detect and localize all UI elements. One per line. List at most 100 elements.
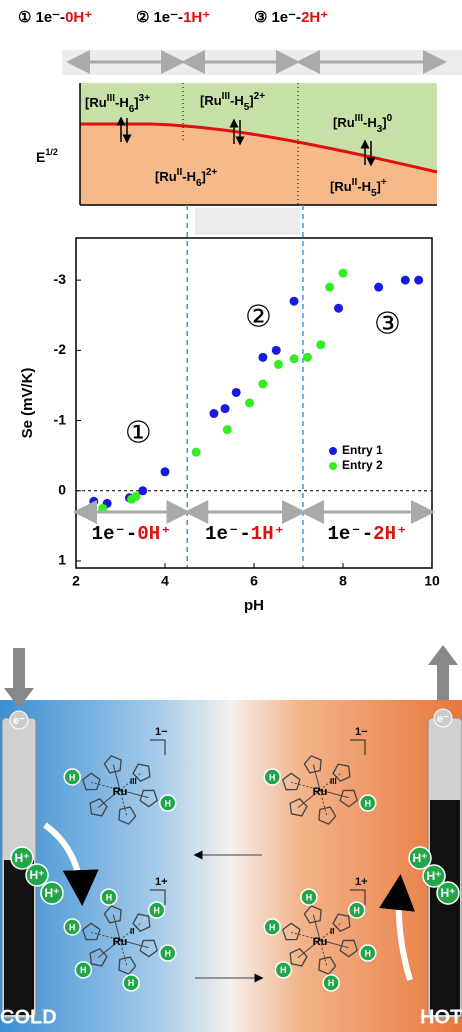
y-tick-label: -1 [54, 411, 67, 427]
imidazole-ring [281, 772, 301, 791]
imidazole-ring [132, 763, 151, 782]
data-point [245, 398, 255, 408]
proton-text: H [280, 965, 286, 975]
electron-text: e⁻ [13, 715, 25, 727]
hot-label: HOT [420, 1006, 462, 1028]
bond [119, 789, 128, 816]
bond [119, 939, 149, 949]
bond [119, 789, 149, 799]
oxidation-label: II [130, 927, 134, 936]
data-point [220, 404, 230, 414]
lower-region [80, 124, 437, 205]
species-part: -H [230, 93, 244, 108]
data-point [271, 345, 281, 355]
bond [119, 771, 143, 791]
data-point [258, 379, 268, 389]
species-part: II [352, 177, 358, 188]
species-part: 2+ [254, 91, 266, 102]
species-part: -H [115, 95, 129, 110]
species-part: II [177, 167, 183, 178]
region-proton: 0H⁺ [137, 523, 171, 545]
metal-label: Ru [113, 936, 128, 948]
proton-ball [322, 974, 340, 992]
proton-text: H [128, 978, 134, 988]
proton-text: H [269, 772, 275, 782]
proton-ball [274, 961, 293, 979]
species-part: 2+ [206, 167, 218, 178]
bond [91, 931, 121, 941]
proton-flow [379, 874, 415, 981]
proton-text: H [365, 798, 371, 808]
species-part: III [355, 113, 364, 124]
data-point [289, 296, 299, 306]
proton-text: H [354, 905, 360, 915]
imidazole-ring [332, 913, 351, 932]
current-arrow [4, 648, 34, 708]
data-point [258, 352, 268, 362]
bond [319, 789, 328, 816]
bond [319, 939, 349, 949]
imidazole-ring [118, 956, 137, 975]
region-number: ① [18, 9, 31, 26]
hot-electrode-fill [430, 800, 460, 1015]
region-number: ② [136, 9, 149, 26]
region-proton: 1H⁺ [183, 9, 210, 26]
bond [319, 939, 328, 966]
proton-ball [159, 944, 177, 962]
proton-text: H [306, 892, 312, 902]
region-number: ② [245, 301, 272, 334]
region-number: ③ [254, 9, 267, 26]
data-point [89, 496, 99, 506]
data-point [302, 352, 312, 362]
region-label: 1e⁻-2H⁺ [328, 523, 408, 545]
bond [97, 939, 121, 959]
region-electron: 1e⁻- [328, 523, 374, 545]
charge-label: 1+ [155, 876, 168, 888]
proton-text: H⁺ [426, 869, 441, 883]
electron-ball [433, 708, 453, 728]
y-tick-label: -3 [54, 271, 67, 287]
legend-marker [329, 462, 337, 470]
region-electron: 1e⁻- [271, 9, 301, 26]
x-tick-label: 8 [339, 573, 347, 589]
data-point [191, 447, 201, 457]
imidazole-ring [81, 922, 101, 941]
data-point [414, 275, 424, 285]
bond [312, 764, 321, 791]
bond [91, 781, 121, 791]
bond [319, 789, 349, 799]
proton-text: H [165, 948, 171, 958]
bond [312, 914, 321, 941]
data-point [209, 409, 219, 419]
x-tick-label: 10 [424, 573, 440, 589]
data-point [231, 387, 241, 397]
proton-ball [63, 918, 81, 936]
species-label: [RuIII-H5]2+ [200, 91, 265, 113]
imidazole-ring [139, 789, 159, 808]
species-part: 6 [196, 178, 202, 189]
data-point [138, 486, 148, 496]
region-proton: 1H⁺ [251, 523, 285, 545]
proton-ball [159, 794, 177, 812]
proton-flow [43, 822, 99, 906]
species-label: [RuII-H5]+ [330, 177, 387, 199]
species-part: [Ru [333, 115, 355, 130]
proton-ball [408, 846, 432, 870]
data-point [400, 275, 410, 285]
proton-ball [25, 863, 49, 887]
electron-text: e⁻ [437, 713, 449, 725]
imidazole-ring [132, 913, 151, 932]
proton-ball [63, 768, 81, 786]
region-electron: 1e⁻- [205, 523, 251, 545]
region-number: ③ [374, 308, 401, 341]
charge-bracket [350, 739, 366, 755]
data-point [160, 467, 170, 477]
electron-ball [9, 710, 29, 730]
region-electron: 1e⁻- [35, 9, 65, 26]
proton-text: H [269, 922, 275, 932]
species-label: [RuII-H6]2+ [155, 167, 217, 189]
oxidation-label: II [330, 927, 334, 936]
imidazole-ring [318, 806, 337, 825]
imidazole-ring [303, 755, 322, 774]
bond [291, 781, 321, 791]
